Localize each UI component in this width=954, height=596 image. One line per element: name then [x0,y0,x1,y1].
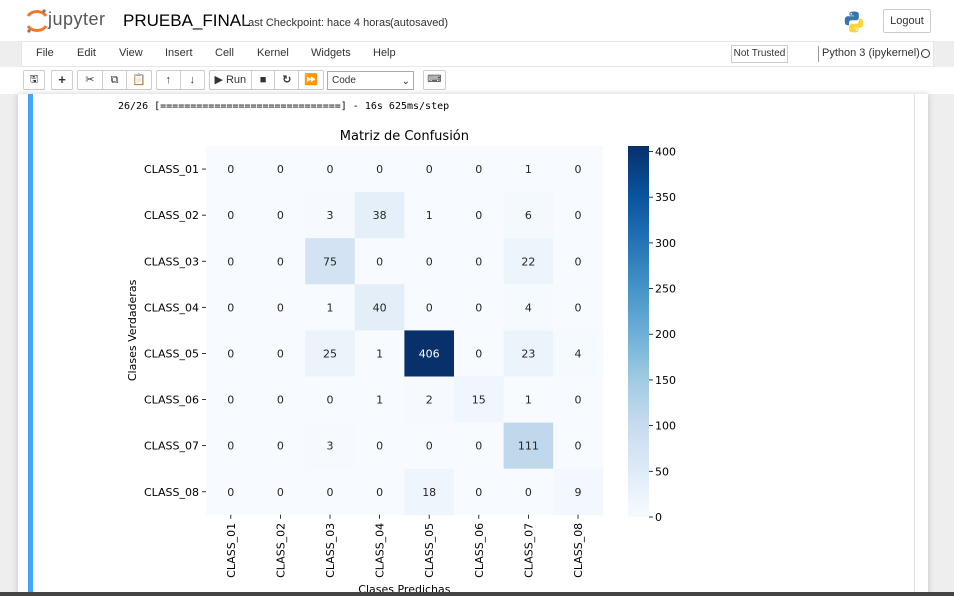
run-group: ▶ Run ■ ↻ ⏩ [209,70,324,90]
cut-icon[interactable]: ✂ [78,71,103,89]
kernel-divider [818,46,819,62]
menu-insert[interactable]: Insert [165,47,193,59]
menu-cell[interactable]: Cell [215,47,234,59]
fast-forward-icon[interactable]: ⏩ [304,74,318,86]
chevron-down-icon: ⌄ [401,76,410,87]
arrow-up-icon[interactable]: ↑ [157,71,181,89]
keyboard-icon: ⌨ [427,74,442,85]
jupyter-logo-text: jupyter [48,9,106,29]
notebook-page [18,94,928,596]
menu-kernel[interactable]: Kernel [257,47,289,59]
restart-icon[interactable]: ↻ [275,71,300,89]
arrow-down-icon[interactable]: ↓ [189,74,196,86]
cell-type-value: Code [332,75,356,86]
cell-type-select[interactable]: Code ⌄ [327,71,414,90]
plus-icon: + [58,72,66,87]
menu-bar: File Edit View Insert Cell Kernel Widget… [21,41,934,67]
menu-view[interactable]: View [119,47,143,59]
selected-cell-indicator [28,94,33,596]
menu-edit[interactable]: Edit [77,47,96,59]
command-palette-button[interactable]: ⌨ [423,70,446,90]
cell-output-text: 26/26 [==============================] -… [118,101,450,112]
menu-widgets[interactable]: Widgets [311,47,351,59]
logout-button[interactable]: Logout [883,9,931,33]
menu-help[interactable]: Help [373,47,396,59]
save-button[interactable]: 🖫 [23,70,45,90]
insert-cell-button[interactable]: + [51,70,73,90]
kernel-idle-icon [921,49,930,58]
kernel-name[interactable]: Python 3 (ipykernel) [822,47,920,59]
cell-right-edge [914,94,915,596]
stop-icon[interactable]: ■ [252,71,276,89]
move-cell-group: ↑ ↓ [156,70,205,90]
run-label: Run [225,74,247,86]
autosave-status: (autosaved) [390,17,449,29]
save-icon: 🖫 [29,74,39,85]
menu-file[interactable]: File [36,47,54,59]
paste-icon[interactable]: 📋 [132,74,147,86]
notebook-header: jupyter PRUEBA_FINAL Last Checkpoint: ha… [0,0,954,41]
last-checkpoint: Last Checkpoint: hace 4 horas [242,17,391,29]
run-button[interactable]: ▶ Run [210,71,252,89]
run-icon: ▶ [214,74,223,86]
bottom-border [0,592,954,596]
notebook-title[interactable]: PRUEBA_FINAL [123,11,251,30]
python-logo-icon [844,11,864,33]
copy-icon[interactable]: ⧉ [103,71,128,89]
clipboard-group: ✂ ⧉ 📋 [77,70,152,90]
trust-status-button[interactable]: Not Trusted [731,45,788,63]
notebook-toolbar: 🖫 + ✂ ⧉ 📋 ↑ ↓ ▶ Run ■ ↻ ⏩ Code ⌄ ⌨ [0,67,954,94]
jupyter-logo-icon[interactable] [24,8,114,34]
